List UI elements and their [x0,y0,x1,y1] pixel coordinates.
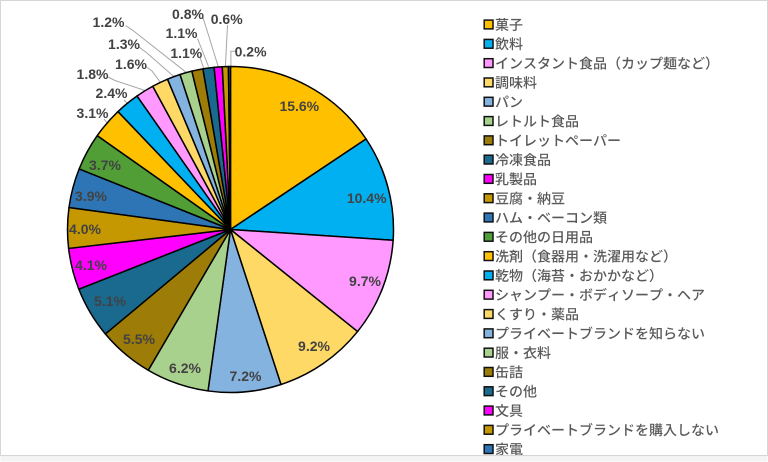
svg-text:3.9%: 3.9% [75,188,107,204]
svg-text:3.7%: 3.7% [89,157,121,173]
svg-text:1.2%: 1.2% [93,14,125,30]
svg-text:4.0%: 4.0% [69,221,101,237]
svg-text:0.6%: 0.6% [211,11,243,27]
svg-text:1.6%: 1.6% [115,56,147,72]
svg-text:5.5%: 5.5% [123,331,155,347]
svg-text:5.1%: 5.1% [94,293,126,309]
svg-text:6.2%: 6.2% [169,360,201,376]
svg-text:9.2%: 9.2% [298,338,330,354]
svg-text:4.1%: 4.1% [75,257,107,273]
svg-text:3.1%: 3.1% [77,105,109,121]
svg-text:1.1%: 1.1% [170,45,202,61]
svg-text:0.2%: 0.2% [235,43,267,59]
svg-text:1.1%: 1.1% [166,25,198,41]
svg-text:1.8%: 1.8% [77,66,109,82]
svg-text:10.4%: 10.4% [347,190,387,206]
svg-text:0.8%: 0.8% [172,6,204,22]
svg-text:9.7%: 9.7% [349,273,381,289]
svg-text:15.6%: 15.6% [279,98,319,114]
svg-text:1.3%: 1.3% [108,36,140,52]
svg-text:2.4%: 2.4% [96,85,128,101]
svg-text:7.2%: 7.2% [230,368,262,384]
